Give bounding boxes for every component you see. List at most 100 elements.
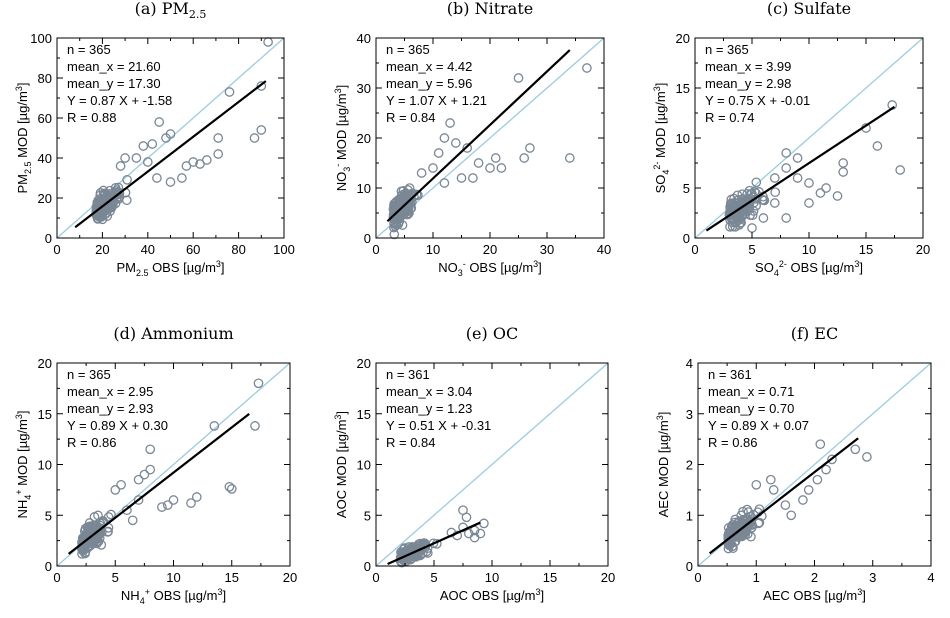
data-point (162, 500, 173, 510)
data-point (769, 173, 780, 183)
x-axis-label: NO3- OBS [µg/m3] (438, 259, 542, 278)
data-point (862, 452, 872, 462)
data-point (103, 512, 114, 522)
y-tick-label: 5 (683, 181, 690, 196)
stat-line: Y = 0.51 X + -0.31 (386, 418, 491, 433)
data-point (110, 485, 121, 495)
data-point (256, 125, 267, 135)
x-tick-label: 15 (859, 242, 873, 257)
y-tick-label: 0 (45, 559, 52, 574)
stat-line: Y = 1.07 X + 1.21 (386, 93, 487, 108)
data-point (122, 174, 132, 185)
data-point (769, 198, 780, 208)
data-point (758, 213, 769, 223)
data-point (895, 165, 906, 175)
data-point (525, 143, 535, 153)
y-tick-label: 60 (38, 111, 52, 126)
y-axis-label: NH4+ MOD [µg/m3] (14, 410, 33, 518)
y-tick-label: 20 (357, 356, 371, 371)
panel-6: (f) EC 0 1 2 3 4 0 1 2 3 4 AEC OBS [µg/m3] AEC MOD [… (655, 324, 935, 603)
y-tick-label: 5 (45, 508, 52, 523)
y-tick-label: 10 (357, 181, 371, 196)
data-point (396, 553, 407, 564)
data-point (256, 81, 267, 91)
x-tick-label: 15 (225, 570, 239, 585)
y-tick-label: 10 (676, 131, 690, 146)
y-tick-label: 80 (38, 71, 52, 86)
y-tick-label: 10 (357, 458, 371, 473)
data-point (439, 178, 450, 188)
data-point (468, 173, 478, 183)
data-point (803, 485, 814, 495)
data-point (89, 530, 100, 540)
data-point (786, 510, 797, 521)
data-point (402, 189, 413, 199)
y-tick-label: 20 (357, 131, 371, 146)
y-tick-label: 20 (676, 31, 690, 46)
stat-line: Y = 0.89 X + 0.30 (67, 418, 168, 433)
data-point (177, 173, 187, 183)
panel-5: (e) OC 0 5 10 15 20 0 5 10 15 20 AOC OBS [µg/m3] AOC… (333, 324, 615, 603)
stat-line: n = 365 (386, 42, 430, 57)
data-point (738, 202, 749, 212)
data-point (732, 190, 743, 201)
data-point (781, 163, 792, 173)
x-axis-label: AOC OBS [µg/m3] (440, 587, 544, 603)
data-point (165, 177, 176, 187)
y-tick-label: 100 (30, 31, 52, 46)
y-tick-label: 15 (357, 407, 371, 422)
stat-line: Y = 0.89 X + 0.07 (708, 418, 809, 433)
panel-4: (d) Ammonium 0 5 10 15 20 0 5 10 15 20 NH4+ OBS [µg… (14, 324, 297, 606)
stat-line: mean_y = 17.30 (67, 76, 161, 91)
data-point (582, 63, 592, 73)
x-tick-label: 100 (273, 242, 295, 257)
data-point (195, 159, 205, 169)
y-tick-label: 15 (38, 407, 52, 422)
data-point (433, 148, 444, 158)
data-point (122, 505, 132, 516)
data-point (751, 479, 762, 490)
data-point (736, 217, 746, 228)
data-point (84, 523, 95, 534)
regression-line (67, 413, 250, 555)
data-point (249, 133, 260, 143)
data-point (133, 474, 144, 485)
x-tick-label: 20 (95, 242, 109, 257)
data-point (209, 421, 220, 431)
data-point (89, 512, 100, 522)
data-point (224, 481, 235, 492)
data-point (157, 502, 167, 512)
data-point (838, 167, 849, 177)
panel-title: (f) EC (791, 324, 838, 343)
y-tick-label: 5 (364, 508, 371, 523)
y-tick-label: 10 (38, 458, 52, 473)
data-point (161, 133, 171, 143)
x-tick-label: 0 (53, 570, 60, 585)
regression-line (386, 49, 571, 223)
data-point (401, 190, 412, 200)
stat-line: n = 361 (386, 367, 430, 382)
y-tick-label: 0 (45, 231, 52, 246)
data-point (181, 161, 192, 171)
panel-title: (d) Ammonium (113, 324, 233, 343)
y-tick-label: 3 (686, 407, 693, 422)
data-point (152, 173, 162, 183)
y-axis-label: SO42- MOD [µg/m3] (652, 83, 671, 194)
x-axis-label: SO42- OBS [µg/m3] (755, 259, 863, 278)
data-point (445, 118, 455, 128)
panel-3: (c) Sulfate 0 5 10 15 20 0 5 10 15 20 SO42- OBS [µg… (652, 0, 930, 278)
data-point (815, 439, 826, 450)
data-point (139, 469, 150, 480)
data-point (832, 191, 843, 201)
stat-line: mean_x = 21.60 (67, 59, 161, 74)
x-tick-label: 10 (485, 570, 499, 585)
data-point (186, 498, 196, 508)
y-tick-label: 2 (686, 458, 693, 473)
data-point (120, 153, 130, 163)
y-axis-label: AEC MOD [µg/m3] (655, 412, 671, 518)
data-point (513, 73, 524, 83)
stat-line: R = 0.84 (386, 435, 436, 450)
data-point (757, 195, 768, 205)
data-point (397, 220, 408, 230)
